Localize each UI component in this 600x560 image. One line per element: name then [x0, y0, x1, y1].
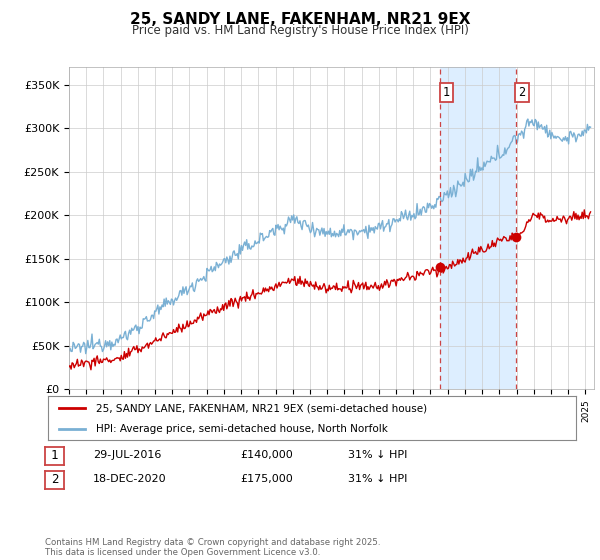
Text: 1: 1	[443, 86, 450, 99]
Text: 2: 2	[51, 473, 58, 487]
Text: 31% ↓ HPI: 31% ↓ HPI	[348, 450, 407, 460]
Text: Price paid vs. HM Land Registry's House Price Index (HPI): Price paid vs. HM Land Registry's House …	[131, 24, 469, 37]
Text: 1: 1	[51, 449, 58, 463]
Text: £175,000: £175,000	[240, 474, 293, 484]
Text: HPI: Average price, semi-detached house, North Norfolk: HPI: Average price, semi-detached house,…	[95, 424, 388, 433]
Bar	[440, 67, 516, 389]
Text: 25, SANDY LANE, FAKENHAM, NR21 9EX (semi-detached house): 25, SANDY LANE, FAKENHAM, NR21 9EX (semi…	[95, 403, 427, 413]
Text: 18-DEC-2020: 18-DEC-2020	[93, 474, 167, 484]
Text: 25, SANDY LANE, FAKENHAM, NR21 9EX: 25, SANDY LANE, FAKENHAM, NR21 9EX	[130, 12, 470, 27]
Text: 31% ↓ HPI: 31% ↓ HPI	[348, 474, 407, 484]
Text: 2: 2	[518, 86, 526, 99]
Text: 29-JUL-2016: 29-JUL-2016	[93, 450, 161, 460]
Text: £140,000: £140,000	[240, 450, 293, 460]
Text: Contains HM Land Registry data © Crown copyright and database right 2025.
This d: Contains HM Land Registry data © Crown c…	[45, 538, 380, 557]
